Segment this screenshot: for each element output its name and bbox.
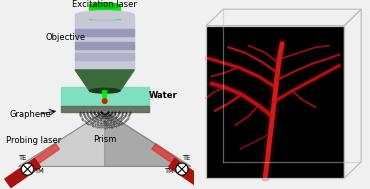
Text: TE: TE [182,155,191,161]
Bar [61,87,148,106]
Bar [75,15,134,70]
Text: TM: TM [165,168,175,174]
Bar [61,106,148,112]
Text: Excitation laser: Excitation laser [72,0,137,9]
Text: Objective: Objective [46,33,86,42]
Circle shape [21,163,34,175]
Polygon shape [5,158,41,187]
Polygon shape [169,158,205,187]
Text: Graphene: Graphene [9,110,51,119]
Polygon shape [34,144,60,164]
Text: TM: TM [35,168,44,174]
Text: Water: Water [148,91,177,100]
Polygon shape [152,144,178,164]
Text: TE: TE [18,155,27,161]
Text: Probing laser: Probing laser [6,136,61,145]
Polygon shape [206,26,344,178]
Bar [75,53,134,60]
Polygon shape [75,70,134,91]
Circle shape [102,99,107,103]
Ellipse shape [75,11,134,19]
Ellipse shape [90,3,120,9]
Polygon shape [19,112,105,166]
Text: Prism: Prism [93,135,117,144]
Polygon shape [105,112,191,166]
Ellipse shape [90,88,120,93]
Bar [75,42,134,49]
Circle shape [176,163,188,175]
Bar [90,6,120,19]
Bar [75,29,134,36]
Polygon shape [102,91,107,102]
